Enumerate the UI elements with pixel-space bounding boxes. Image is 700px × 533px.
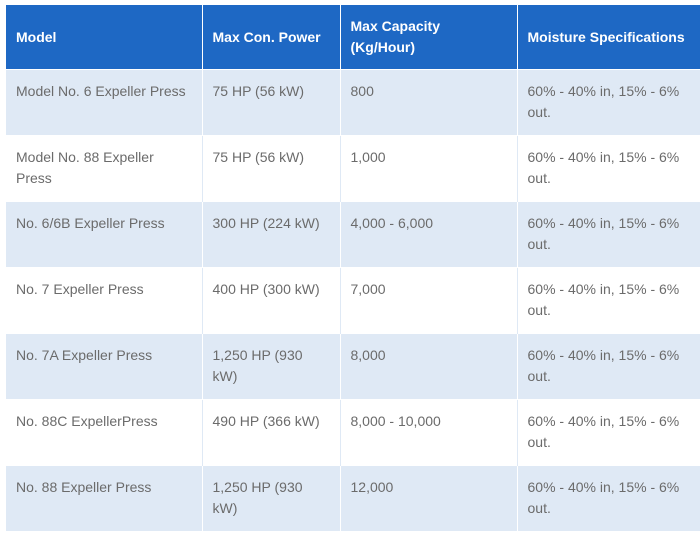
table-header-row: Model Max Con. Power Max Capacity (Kg/Ho… bbox=[6, 5, 700, 70]
cell-capacity: 8,000 - 10,000 bbox=[340, 399, 518, 466]
header-max-capacity: Max Capacity (Kg/Hour) bbox=[340, 5, 518, 70]
cell-model: No. 88C ExpellerPress bbox=[6, 399, 203, 466]
expeller-press-spec-table: Model Max Con. Power Max Capacity (Kg/Ho… bbox=[6, 5, 700, 531]
cell-power: 75 HP (56 kW) bbox=[202, 135, 341, 202]
cell-power: 300 HP (224 kW) bbox=[202, 201, 341, 268]
header-max-con-power: Max Con. Power bbox=[202, 5, 341, 70]
table-row: Model No. 88 Expeller Press 75 HP (56 kW… bbox=[6, 135, 700, 202]
cell-moisture: 60% - 40% in, 15% - 6% out. bbox=[517, 201, 700, 268]
cell-model: No. 7 Expeller Press bbox=[6, 267, 203, 334]
cell-moisture: 60% - 40% in, 15% - 6% out. bbox=[517, 135, 700, 202]
cell-capacity: 1,000 bbox=[340, 135, 518, 202]
table-row: No. 7A Expeller Press 1,250 HP (930 kW) … bbox=[6, 333, 700, 400]
cell-capacity: 7,000 bbox=[340, 267, 518, 334]
table-row: No. 7 Expeller Press 400 HP (300 kW) 7,0… bbox=[6, 267, 700, 334]
cell-moisture: 60% - 40% in, 15% - 6% out. bbox=[517, 333, 700, 400]
cell-power: 400 HP (300 kW) bbox=[202, 267, 341, 334]
header-moisture-specifications: Moisture Specifications bbox=[517, 5, 700, 70]
table-row: No. 88 Expeller Press 1,250 HP (930 kW) … bbox=[6, 465, 700, 531]
header-model: Model bbox=[6, 5, 203, 70]
cell-power: 1,250 HP (930 kW) bbox=[202, 465, 341, 531]
cell-model: No. 7A Expeller Press bbox=[6, 333, 203, 400]
cell-capacity: 8,000 bbox=[340, 333, 518, 400]
cell-model: No. 6/6B Expeller Press bbox=[6, 201, 203, 268]
cell-capacity: 4,000 - 6,000 bbox=[340, 201, 518, 268]
table-row: No. 6/6B Expeller Press 300 HP (224 kW) … bbox=[6, 201, 700, 268]
cell-model: Model No. 6 Expeller Press bbox=[6, 69, 203, 136]
cell-moisture: 60% - 40% in, 15% - 6% out. bbox=[517, 267, 700, 334]
table-row: Model No. 6 Expeller Press 75 HP (56 kW)… bbox=[6, 69, 700, 136]
cell-capacity: 12,000 bbox=[340, 465, 518, 531]
cell-model: Model No. 88 Expeller Press bbox=[6, 135, 203, 202]
cell-model: No. 88 Expeller Press bbox=[6, 465, 203, 531]
cell-moisture: 60% - 40% in, 15% - 6% out. bbox=[517, 69, 700, 136]
cell-power: 75 HP (56 kW) bbox=[202, 69, 341, 136]
cell-power: 1,250 HP (930 kW) bbox=[202, 333, 341, 400]
table-row: No. 88C ExpellerPress 490 HP (366 kW) 8,… bbox=[6, 399, 700, 466]
cell-moisture: 60% - 40% in, 15% - 6% out. bbox=[517, 399, 700, 466]
cell-capacity: 800 bbox=[340, 69, 518, 136]
cell-power: 490 HP (366 kW) bbox=[202, 399, 341, 466]
cell-moisture: 60% - 40% in, 15% - 6% out. bbox=[517, 465, 700, 531]
